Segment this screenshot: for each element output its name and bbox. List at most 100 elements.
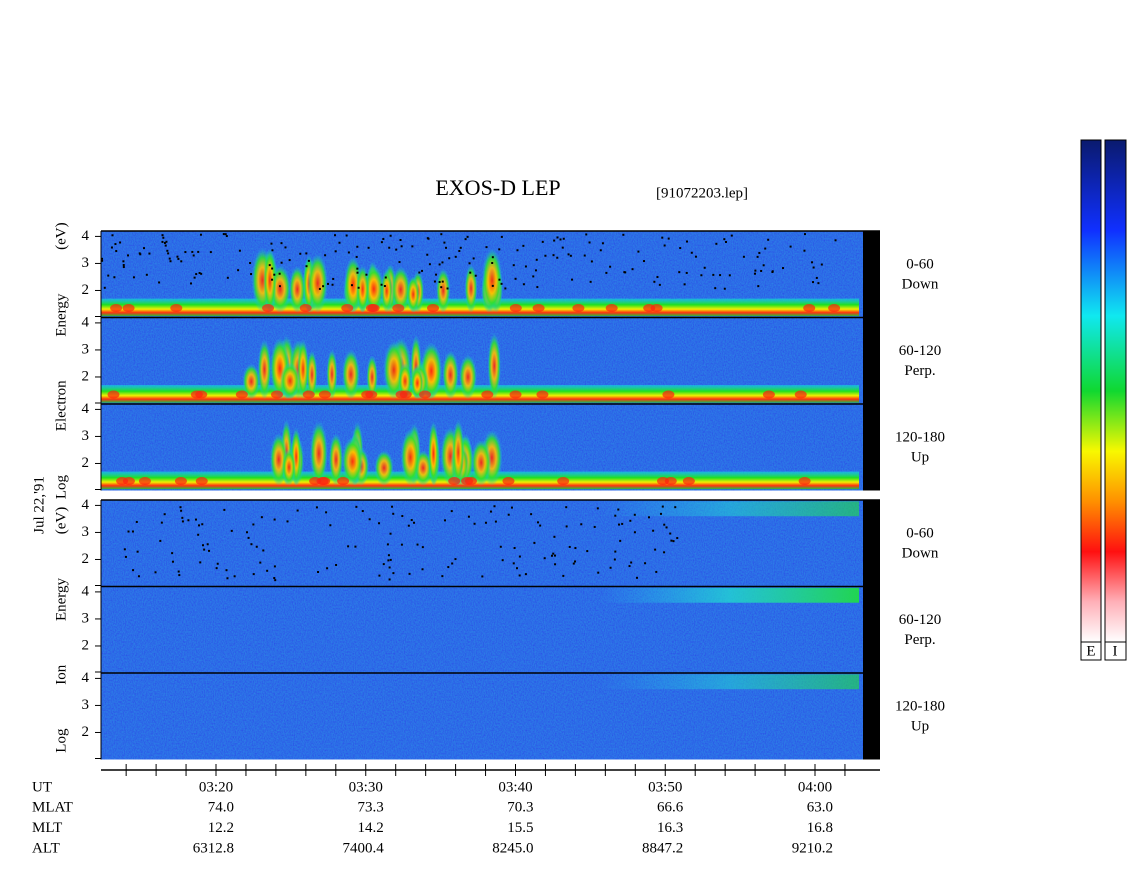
dropout (661, 236, 664, 239)
electron-burst (391, 266, 411, 313)
dropout (468, 262, 471, 265)
y-tick-label: 4 (82, 583, 90, 599)
electron-spot (828, 304, 841, 313)
dropout (334, 250, 337, 253)
dropout (685, 271, 688, 274)
dropout (197, 250, 200, 253)
row-value: 12.2 (208, 820, 234, 836)
dropout (171, 560, 174, 563)
dropout (271, 249, 274, 252)
x-label: UT (32, 779, 52, 795)
dropout (192, 254, 195, 257)
dropout (550, 554, 553, 557)
dropout (440, 286, 443, 289)
dropout (132, 276, 135, 279)
electron-spot (448, 477, 461, 486)
dropout (114, 243, 117, 246)
dropout (655, 570, 658, 573)
dropout (427, 237, 430, 240)
electron-spot (509, 390, 522, 399)
dropout (334, 234, 337, 237)
electron-spot (302, 390, 315, 399)
dropout (644, 562, 647, 565)
dropout (203, 548, 206, 551)
dropout (700, 274, 703, 277)
dropout (177, 257, 180, 260)
dropout (512, 264, 515, 267)
dropout (252, 523, 255, 526)
dropout (493, 505, 496, 508)
ion-streak (600, 501, 859, 517)
dropout (278, 285, 281, 288)
dropout (237, 269, 240, 272)
dropout (327, 282, 330, 285)
dropout (350, 284, 353, 287)
dropout (459, 246, 462, 249)
dropout (215, 567, 218, 570)
dropout (683, 283, 686, 286)
dropout (194, 518, 197, 521)
dropout (543, 557, 546, 560)
panel-direction: Perp. (904, 363, 935, 379)
dropout (613, 558, 616, 561)
dropout (392, 512, 395, 515)
dropout (583, 254, 586, 257)
dropout (663, 551, 666, 554)
dropout (661, 505, 664, 508)
dropout (199, 233, 202, 236)
dropout (803, 249, 806, 252)
dropout (524, 265, 527, 268)
electron-spot (572, 304, 585, 313)
dropout (163, 513, 166, 516)
dropout (145, 273, 148, 276)
dropout (148, 252, 151, 255)
dropout (623, 271, 626, 274)
electron-spot (174, 477, 187, 486)
dropout (686, 240, 689, 243)
dropout (159, 539, 162, 542)
dropout (667, 237, 670, 240)
dropout (572, 562, 575, 565)
dropout (209, 251, 212, 254)
dropout (730, 234, 733, 237)
dropout (400, 245, 403, 248)
dropout (652, 529, 655, 532)
row-value: 15.5 (507, 820, 533, 836)
dropout (199, 561, 202, 564)
dropout (458, 249, 461, 252)
dropout (171, 552, 174, 555)
y-axis-label: Log Ion Energy (eV) (53, 507, 69, 753)
electron-burst (436, 268, 451, 313)
dropout (307, 259, 310, 262)
dropout (609, 566, 612, 569)
dropout (268, 264, 271, 267)
dropout (472, 257, 475, 260)
dropout (614, 514, 617, 517)
dropout (642, 260, 645, 263)
dropout (165, 240, 168, 243)
electron-spot (798, 477, 811, 486)
dropout (273, 565, 276, 568)
dropout (562, 237, 565, 240)
panel-direction: Down (902, 545, 939, 561)
electron-burst (398, 362, 412, 400)
electron-burst (442, 350, 459, 400)
dropout (636, 576, 639, 579)
row-value: 14.2 (358, 820, 384, 836)
dropout (756, 255, 759, 258)
dropout (123, 548, 126, 551)
dropout (585, 233, 588, 236)
panel-angle: 0-60 (906, 256, 934, 272)
row-value: 16.3 (657, 820, 683, 836)
dropout (596, 507, 599, 510)
dropout (380, 241, 383, 244)
electron-spot (794, 390, 807, 399)
colorbar-label: E (1086, 643, 1095, 659)
dropout (200, 272, 203, 275)
dropout (357, 286, 360, 289)
electron-burst (487, 332, 501, 400)
panel-direction: Down (902, 276, 939, 292)
dropout (556, 256, 559, 259)
dropout (589, 280, 592, 283)
panel-angle: 60-120 (899, 343, 942, 359)
